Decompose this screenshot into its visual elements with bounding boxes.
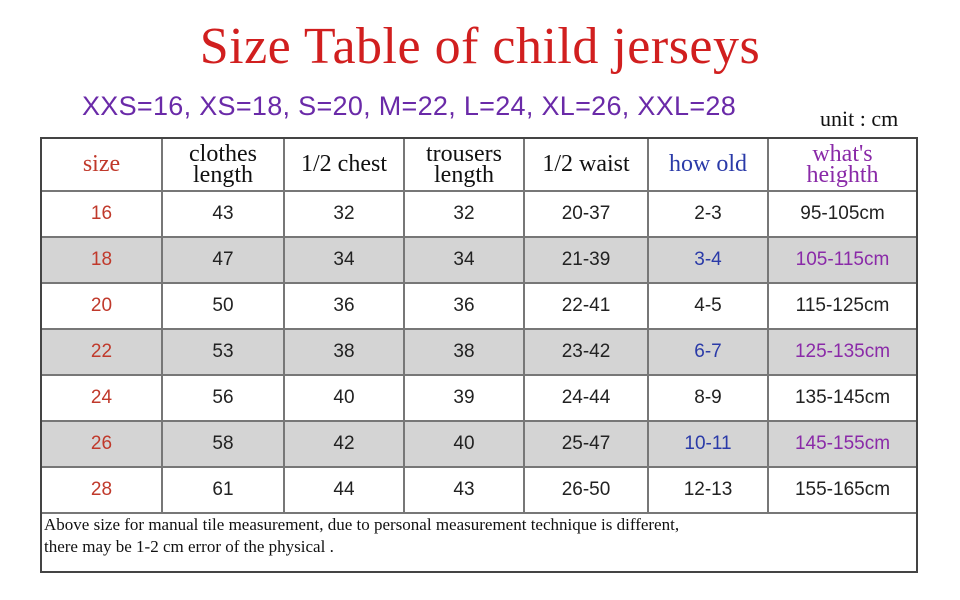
half-waist-cell: 22-41 (523, 282, 649, 330)
trousers-length-cell: 34 (403, 236, 525, 284)
table-row: 16 43 32 32 20-37 2-3 95-105cm (42, 190, 916, 238)
header-trousers-length: trousers length (403, 139, 525, 192)
size-cell: 22 (42, 328, 163, 376)
header-how-old-label: how old (669, 151, 747, 177)
clothes-length-cell: 61 (161, 466, 285, 514)
page-title: Size Table of child jerseys (199, 18, 761, 75)
header-trousers-length-line2: length (434, 161, 494, 188)
age-cell: 3-4 (647, 236, 769, 284)
table-row: 22 53 38 38 23-42 6-7 125-135cm (42, 328, 916, 376)
header-trousers-length-line1: trousers (426, 140, 502, 167)
size-cell: 24 (42, 374, 163, 422)
half-waist-cell: 23-42 (523, 328, 649, 376)
header-size-label: size (82, 151, 121, 177)
clothes-length-cell: 56 (161, 374, 285, 422)
trousers-length-cell: 39 (403, 374, 525, 422)
trousers-length-cell: 43 (403, 466, 525, 514)
age-cell: 4-5 (647, 282, 769, 330)
table-row: 20 50 36 36 22-41 4-5 115-125cm (42, 282, 916, 330)
size-cell: 26 (42, 420, 163, 468)
clothes-length-cell: 58 (161, 420, 285, 468)
age-cell: 12-13 (647, 466, 769, 514)
age-cell: 6-7 (647, 328, 769, 376)
height-cell: 145-155cm (767, 420, 916, 468)
header-height-line1: what's (812, 140, 873, 167)
half-chest-cell: 32 (283, 190, 405, 238)
half-chest-cell: 42 (283, 420, 405, 468)
unit-label: unit : cm (820, 106, 899, 131)
measurement-note-line2: there may be 1-2 cm error of the physica… (44, 537, 334, 556)
header-how-old: how old (647, 139, 769, 192)
height-cell: 135-145cm (767, 374, 916, 422)
table-row: 28 61 44 43 26-50 12-13 155-165cm (42, 466, 916, 514)
measurement-note-line1: Above size for manual tile measurement, … (44, 515, 680, 534)
clothes-length-cell: 43 (161, 190, 285, 238)
clothes-length-cell: 47 (161, 236, 285, 284)
half-waist-cell: 25-47 (523, 420, 649, 468)
half-chest-cell: 36 (283, 282, 405, 330)
size-cell: 16 (42, 190, 163, 238)
table-header-row: size clothes length 1/2 chest trousers len… (42, 139, 916, 192)
trousers-length-cell: 36 (403, 282, 525, 330)
size-cell: 28 (42, 466, 163, 514)
half-chest-cell: 44 (283, 466, 405, 514)
trousers-length-cell: 32 (403, 190, 525, 238)
table-row: 24 56 40 39 24-44 8-9 135-145cm (42, 374, 916, 422)
header-clothes-length-line2: length (193, 161, 253, 188)
half-waist-cell: 26-50 (523, 466, 649, 514)
header-half-waist: 1/2 waist (523, 139, 649, 192)
trousers-length-cell: 38 (403, 328, 525, 376)
size-mapping-text: XXS=16, XS=18, S=20, M=22, L=24, XL=26, … (82, 91, 737, 121)
height-cell: 125-135cm (767, 328, 916, 376)
clothes-length-cell: 53 (161, 328, 285, 376)
height-cell: 95-105cm (767, 190, 916, 238)
size-cell: 18 (42, 236, 163, 284)
half-chest-cell: 40 (283, 374, 405, 422)
half-chest-cell: 34 (283, 236, 405, 284)
age-cell: 10-11 (647, 420, 769, 468)
table-row: 18 47 34 34 21-39 3-4 105-115cm (42, 236, 916, 284)
size-table-frame: size clothes length 1/2 chest trousers len… (40, 137, 918, 573)
header-half-chest: 1/2 chest (283, 139, 405, 192)
measurement-note: Above size for manual tile measurement, … (44, 514, 904, 558)
header-clothes-length-line1: clothes (189, 140, 257, 167)
height-cell: 155-165cm (767, 466, 916, 514)
clothes-length-cell: 50 (161, 282, 285, 330)
table-row: 26 58 42 40 25-47 10-11 145-155cm (42, 420, 916, 468)
height-cell: 105-115cm (767, 236, 916, 284)
height-cell: 115-125cm (767, 282, 916, 330)
size-cell: 20 (42, 282, 163, 330)
size-table: size clothes length 1/2 chest trousers len… (42, 139, 916, 514)
age-cell: 8-9 (647, 374, 769, 422)
half-chest-cell: 38 (283, 328, 405, 376)
header-half-waist-label: 1/2 waist (542, 151, 630, 177)
header-height-line2: heighth (806, 161, 879, 188)
half-waist-cell: 21-39 (523, 236, 649, 284)
age-cell: 2-3 (647, 190, 769, 238)
half-waist-cell: 20-37 (523, 190, 649, 238)
trousers-length-cell: 40 (403, 420, 525, 468)
header-height: what's heighth (767, 139, 916, 192)
header-size: size (42, 139, 163, 192)
header-clothes-length: clothes length (161, 139, 285, 192)
header-half-chest-label: 1/2 chest (301, 151, 387, 177)
half-waist-cell: 24-44 (523, 374, 649, 422)
